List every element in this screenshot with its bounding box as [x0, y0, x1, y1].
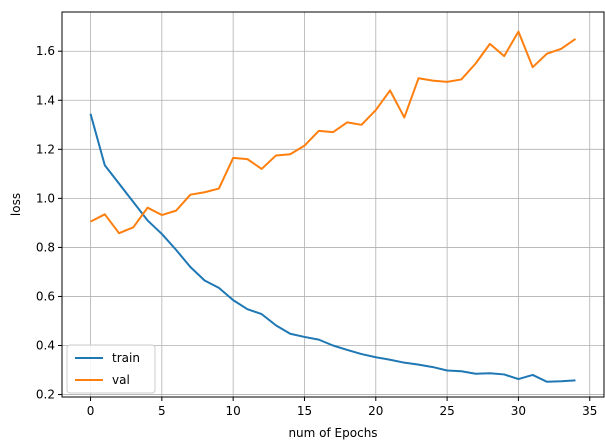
- y-tick-label: 0.8: [36, 240, 55, 254]
- x-tick-label: 15: [297, 404, 312, 418]
- x-tick-label: 5: [158, 404, 166, 418]
- x-tick-label: 30: [511, 404, 526, 418]
- x-tick-label: 10: [226, 404, 241, 418]
- y-tick-label: 0.4: [36, 339, 55, 353]
- x-axis: 0 5 10 15 20 25 30 35: [87, 397, 597, 418]
- legend-label: val: [112, 373, 130, 387]
- y-tick-label: 1.6: [36, 44, 55, 58]
- y-axis: 0.2 0.4 0.6 0.8 1.0 1.2 1.4 1.6: [36, 44, 62, 402]
- x-tick-label: 25: [439, 404, 454, 418]
- y-axis-label: loss: [9, 193, 23, 216]
- grid-lines: [62, 12, 604, 397]
- y-tick-label: 1.0: [36, 191, 55, 205]
- x-tick-label: 35: [582, 404, 597, 418]
- series-line-val: [90, 30, 577, 235]
- y-tick-label: 0.2: [36, 388, 55, 402]
- y-tick-label: 1.4: [36, 93, 55, 107]
- y-tick-label: 1.2: [36, 142, 55, 156]
- legend-label: train: [112, 351, 140, 365]
- x-axis-label: num of Epochs: [288, 426, 377, 440]
- x-tick-label: 20: [368, 404, 383, 418]
- plot-frame: [61, 11, 605, 398]
- series-line-train: [89, 113, 576, 383]
- series-layer: [89, 30, 577, 383]
- legend: train val: [66, 344, 156, 394]
- legend-box: [66, 344, 156, 394]
- y-tick-label: 0.6: [36, 289, 55, 303]
- x-tick-label: 0: [87, 404, 95, 418]
